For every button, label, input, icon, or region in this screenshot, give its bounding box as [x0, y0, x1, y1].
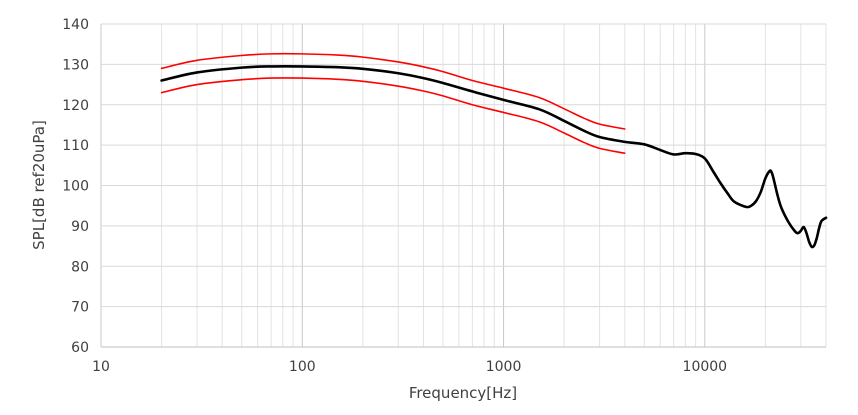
x-tick-labels: 10 100 1000 10000	[92, 359, 727, 375]
y-tick-label: 90	[71, 219, 89, 235]
x-tick-label: 1000	[486, 359, 522, 375]
y-tick-label: 120	[62, 98, 89, 114]
major-gridlines	[100, 23, 826, 348]
y-tick-label: 110	[62, 138, 89, 154]
series-line-red-upper	[160, 52, 626, 130]
series-line-black	[160, 64, 828, 249]
series-lines	[160, 52, 828, 249]
y-axis-title: SPL[dB ref20uPa]	[30, 120, 48, 250]
y-tick-labels: 60 70 80 90 100 110 120 130 140	[62, 17, 89, 356]
x-tick-label: 100	[289, 359, 316, 375]
y-tick-label: 80	[71, 259, 89, 275]
y-tick-label: 100	[62, 179, 89, 195]
y-tick-label: 130	[62, 57, 89, 73]
y-tick-label: 70	[71, 300, 89, 316]
y-tick-label: 140	[62, 17, 89, 33]
x-tick-label: 10000	[683, 359, 728, 375]
x-tick-label: 10	[92, 359, 110, 375]
series-line-red-lower	[160, 77, 626, 154]
x-axis-title: Frequency[Hz]	[409, 384, 517, 402]
y-tick-label: 60	[71, 340, 89, 356]
